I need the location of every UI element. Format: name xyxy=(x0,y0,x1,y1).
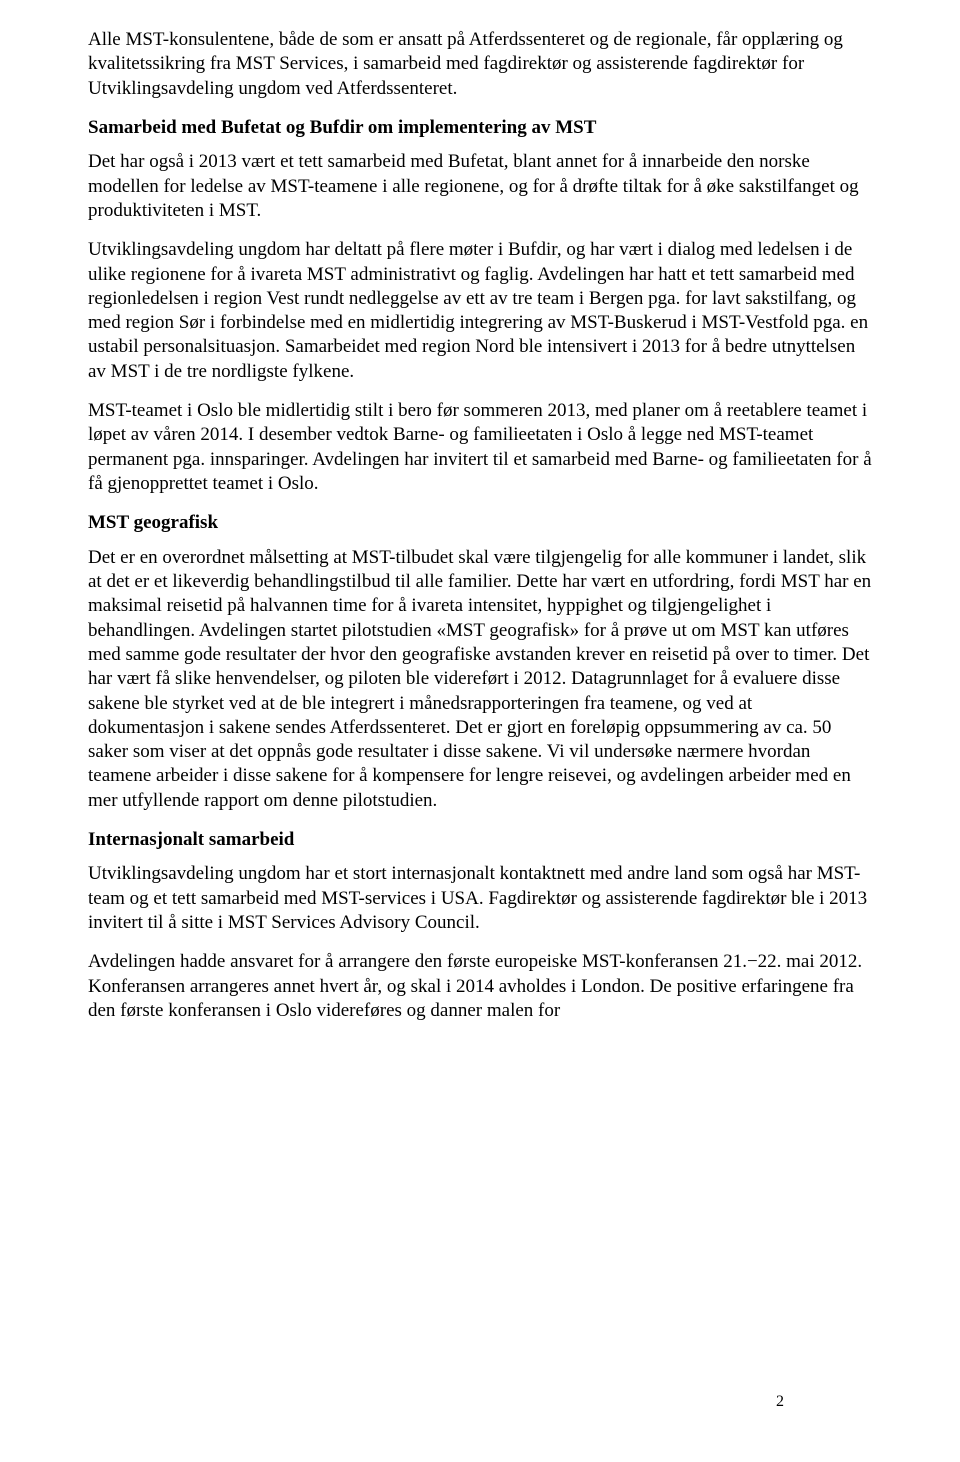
body-paragraph: Det er en overordnet målsetting at MST-t… xyxy=(88,546,872,813)
body-paragraph: MST-teamet i Oslo ble midlertidig stilt … xyxy=(88,399,872,496)
document-page: Alle MST-konsulentene, både de som er an… xyxy=(88,28,872,1434)
body-paragraph: Utviklingsavdeling ungdom har deltatt på… xyxy=(88,238,872,384)
body-paragraph: Det har også i 2013 vært et tett samarbe… xyxy=(88,150,872,223)
page-number: 2 xyxy=(776,1392,784,1412)
body-paragraph: Alle MST-konsulentene, både de som er an… xyxy=(88,28,872,101)
section-heading: MST geografisk xyxy=(88,511,872,535)
section-heading: Internasjonalt samarbeid xyxy=(88,828,872,852)
body-paragraph: Avdelingen hadde ansvaret for å arranger… xyxy=(88,950,872,1023)
body-paragraph: Utviklingsavdeling ungdom har et stort i… xyxy=(88,862,872,935)
section-heading: Samarbeid med Bufetat og Bufdir om imple… xyxy=(88,116,872,140)
